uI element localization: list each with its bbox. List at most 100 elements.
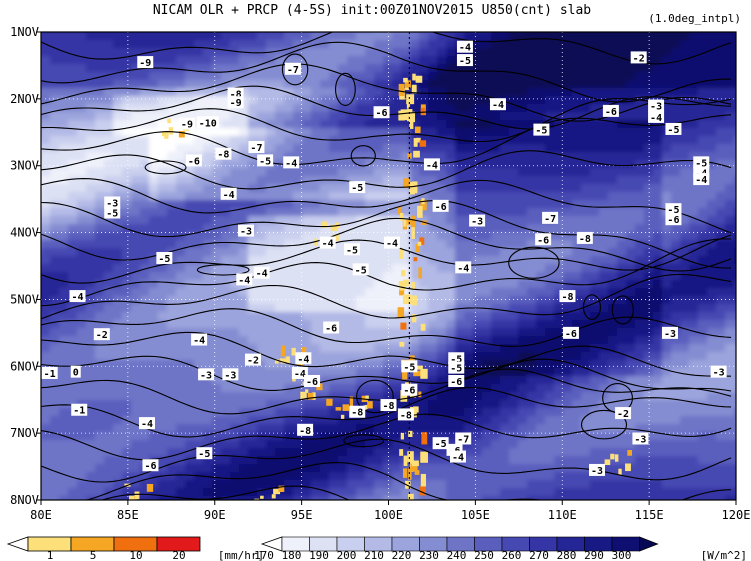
contour-loop [281, 53, 309, 86]
contour-label: -7 [287, 65, 299, 76]
contour-label: -3 [471, 217, 483, 228]
contour-labels: -9-7-8-9-10-9-6-4-5 -2-4-5-6 -3-4-5-7-8-6-… [41, 40, 727, 477]
precip-patch [326, 398, 333, 406]
contour-label-bg [257, 154, 274, 167]
contour-label: -7 [250, 143, 262, 154]
contour-label: -7 [457, 434, 469, 445]
contour-label-bg [142, 459, 159, 472]
contour-label: -4 [238, 275, 250, 286]
x-tick-label: 95E [291, 508, 313, 522]
contour-label-bg [156, 251, 173, 264]
contour-label-bg [455, 261, 472, 274]
olr-colorbar-label: 180 [282, 549, 302, 561]
contour-label-bg [138, 417, 155, 430]
precip-patch [271, 494, 276, 499]
contour-label-bg [397, 408, 414, 421]
olr-colorbar-label: 250 [474, 549, 494, 561]
chart-subtitle: (1.0deg_intpl) [648, 12, 741, 25]
contour-label-bg [297, 423, 314, 436]
olr-colorbar-label: 280 [557, 549, 577, 561]
contour-label-bg [648, 99, 665, 112]
contour-label: -1 [44, 369, 56, 380]
contour-label: -8 [351, 408, 363, 419]
precip-patch [178, 131, 185, 138]
contour-label: -3 [224, 370, 236, 381]
contour-label-bg [349, 181, 366, 194]
contour-label-bg [227, 96, 244, 109]
precip-patch [349, 396, 354, 403]
contour-label-bg [69, 290, 86, 303]
precip-colorbar-label: 20 [172, 549, 185, 561]
contour-loop [508, 246, 560, 279]
precip-patch [400, 390, 408, 402]
olr-colorbar-label: 240 [447, 549, 467, 561]
olr-colorbar-label: 200 [337, 549, 357, 561]
contour-label-bg [423, 158, 440, 171]
contour-label: -4 [322, 239, 334, 250]
contour-label-bg [238, 224, 255, 237]
olr-colorbar-label: 190 [309, 549, 329, 561]
precip-patch [420, 323, 426, 331]
contour-label-bg [236, 273, 253, 286]
precip-patch [285, 356, 290, 364]
contour-label-bg [220, 187, 237, 200]
precip-patch [418, 391, 422, 398]
x-tick-label: 90E [204, 508, 226, 522]
precip-patch [146, 483, 154, 492]
y-tick-label: 2NOV [10, 92, 39, 106]
x-tick-label: 100E [374, 508, 403, 522]
precip-patch [161, 131, 169, 137]
contour-label: -4 [193, 336, 205, 347]
contour-label-bg [283, 156, 300, 169]
precip-patch [410, 281, 416, 290]
contour-label-bg [693, 173, 710, 186]
precip-patch [400, 322, 407, 330]
precip-patch [403, 219, 407, 227]
contour-label-bg [665, 122, 682, 135]
precip-patch [365, 395, 369, 400]
chart-title: NICAM OLR + PRCP (4-5S) init:00Z01NOV201… [153, 3, 591, 18]
contour-label: -6 [605, 107, 617, 118]
contour-label: -6 [450, 377, 462, 388]
x-tick-label: 85E [117, 508, 139, 522]
contour-label: -4 [297, 354, 309, 365]
precip-patch [403, 455, 408, 466]
precip-colorbar-label: 5 [90, 549, 97, 561]
y-axis: 1NOV 2NOV 3NOV 4NOV 5NOV 6NOV 7NOV 8NOV [10, 25, 41, 507]
contour-label: -6 [188, 156, 200, 167]
precip-patch [405, 480, 411, 489]
contour-label: -5 [351, 183, 363, 194]
precip-patch [412, 314, 417, 323]
precip-patch [399, 288, 405, 296]
contour-label: -3 [664, 329, 676, 340]
contour-label: -6 [537, 235, 549, 246]
contour-label: -3 [240, 227, 252, 238]
contour-label: -6 [435, 202, 447, 213]
precip-patch [406, 100, 410, 109]
contour-label: -5 [667, 205, 679, 216]
contour-line [41, 217, 732, 272]
contour-loop [582, 294, 602, 320]
precip-patch [280, 349, 286, 357]
precip-patch [415, 365, 423, 370]
contour-label-bg [244, 353, 261, 366]
contour-label-bg [222, 368, 239, 381]
precip-patch [129, 502, 135, 505]
precip-patch [421, 432, 428, 445]
precip-patch [399, 212, 404, 221]
contour-label-bg [373, 106, 390, 119]
precip-patch [420, 451, 428, 463]
contour-label: -4 [426, 160, 438, 171]
contour-line [100, 485, 351, 500]
contour-label-bg [41, 366, 58, 379]
contour-label: -4 [256, 269, 268, 280]
contour-label: -6 [325, 324, 337, 335]
precip-patch [413, 257, 418, 262]
contour-label: -4 [71, 292, 83, 303]
precip-patch [273, 488, 281, 495]
precip-patch [407, 153, 412, 159]
contour-label-bg [648, 110, 665, 123]
precip-patch [342, 404, 350, 411]
contour-label: -3 [106, 198, 118, 209]
contour-label-bg [323, 321, 340, 334]
